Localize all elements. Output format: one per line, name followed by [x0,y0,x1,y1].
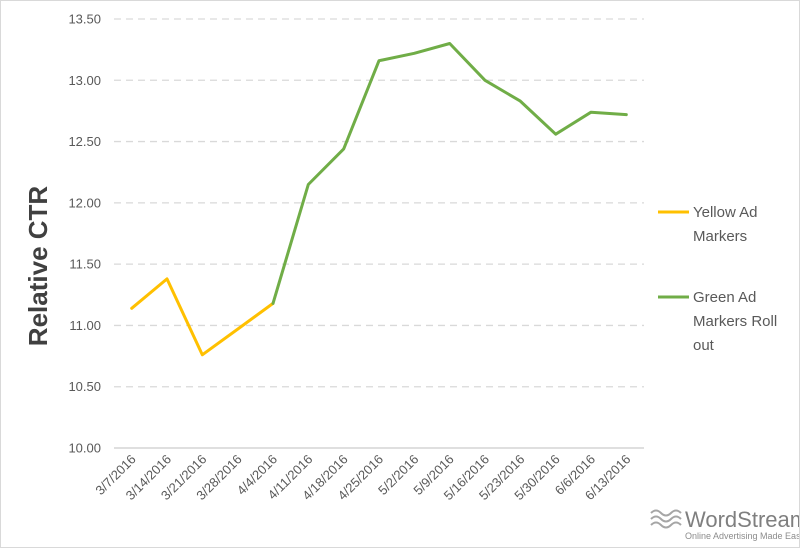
gridlines [114,18,644,449]
x-axis-ticks: 3/7/20163/14/20163/21/20163/28/20164/4/2… [92,452,633,504]
watermark-name: WordStream [685,507,799,532]
y-tick-label: 12.50 [68,134,101,149]
watermark-tagline: Online Advertising Made Easy [685,531,799,541]
series-line-green [271,42,628,305]
wave-logo-icon [650,509,682,529]
y-tick-label: 10.00 [68,441,101,456]
legend-label-green-3: out [693,337,715,354]
y-tick-label: 12.00 [68,195,101,210]
y-tick-label: 10.50 [68,379,101,394]
legend-label-green-2: Markers Roll [693,313,777,330]
legend-label-yellow-1: Yellow Ad [693,204,758,221]
y-tick-label: 11.50 [69,257,101,272]
y-axis-ticks: 10.00 10.50 11.00 11.50 12.00 12.50 13.00 13.50 [68,12,101,456]
series-lines [130,42,628,357]
y-axis-label: Relative CTR [23,186,53,347]
series-line-yellow [130,277,275,357]
y-tick-label: 13.50 [68,12,101,27]
legend: Yellow Ad Markers Green Ad Markers Roll … [658,204,777,354]
y-tick-label: 11.00 [69,318,101,333]
watermark: WordStream Online Advertising Made Easy [650,507,800,541]
legend-label-green-1: Green Ad [693,289,756,306]
legend-label-yellow-2: Markers [693,228,747,245]
y-tick-label: 13.00 [68,73,101,88]
